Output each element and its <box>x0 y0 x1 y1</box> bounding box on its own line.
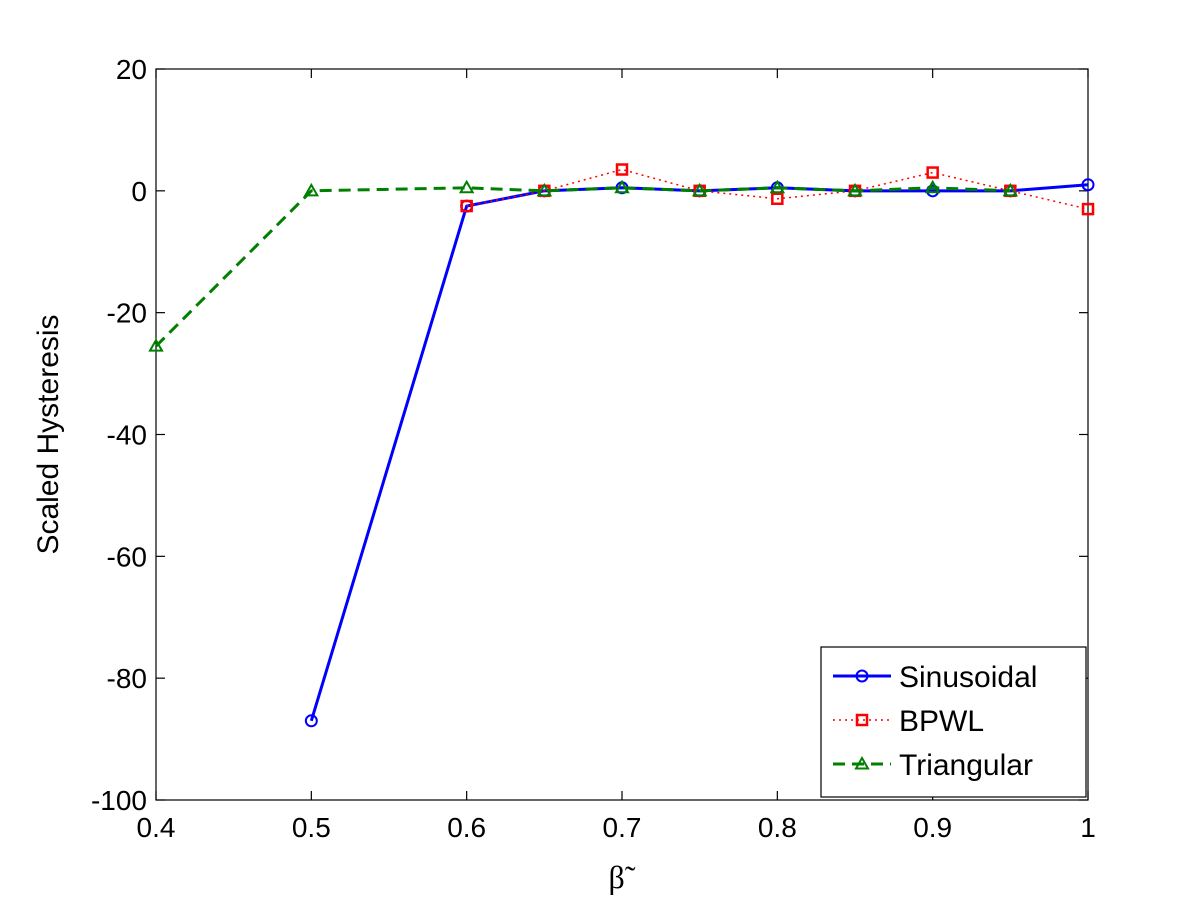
y-axis-title: Scaled Hysteresis <box>32 314 65 554</box>
x-tick-labels: 0.4 0.5 0.6 0.7 0.8 0.9 1 <box>137 812 1096 843</box>
series-line-triangular <box>154 186 1011 348</box>
series-line-bpwl <box>466 168 1089 210</box>
data-point-sinusoidal <box>1081 178 1095 192</box>
data-point-bpwl <box>926 166 939 179</box>
data-point-triangular <box>536 182 553 197</box>
legend-marker-sinusoidal <box>855 669 869 683</box>
y-tick-label: 20 <box>116 54 147 85</box>
legend-label-bpwl: BPWL <box>899 705 984 738</box>
y-tick-labels: 20 0 -20 -40 -60 -80 -100 <box>91 54 147 816</box>
data-point-bpwl <box>460 199 473 213</box>
data-point-bpwl <box>771 192 784 206</box>
data-point-sinusoidal <box>304 714 318 728</box>
legend-marker-bpwl <box>855 713 869 727</box>
y-tick-label: 0 <box>131 176 147 207</box>
series-triangular <box>148 179 1019 352</box>
legend-entry-triangular: Triangular <box>833 749 1033 782</box>
y-tick-label: -100 <box>91 785 147 816</box>
x-tick-label: 0.7 <box>603 812 642 843</box>
x-tick-label: 0.8 <box>758 812 797 843</box>
x-tick-label: 1 <box>1080 812 1096 843</box>
x-tick-label: 0.6 <box>447 812 486 843</box>
data-point-triangular <box>924 179 941 194</box>
y-tick-label: -40 <box>107 420 147 451</box>
data-point-bpwl <box>615 163 629 176</box>
legend: Sinusoidal BPWL Triangular <box>820 646 1087 798</box>
data-point-triangular <box>614 179 630 194</box>
data-point-triangular <box>303 182 320 197</box>
data-point-triangular <box>148 338 164 352</box>
x-axis-title: β˜ <box>609 859 636 895</box>
data-point-triangular <box>847 182 863 197</box>
legend-entry-sinusoidal: Sinusoidal <box>833 661 1037 694</box>
data-point-triangular <box>1002 182 1019 197</box>
legend-entries: Sinusoidal BPWL Triangular <box>833 661 1037 782</box>
y-tick-label: -20 <box>107 298 147 329</box>
y-tick-label: -60 <box>107 541 147 572</box>
data-point-triangular <box>458 179 475 194</box>
y-tick-label: -80 <box>107 663 147 694</box>
x-tick-label: 0.4 <box>137 812 176 843</box>
legend-label-triangular: Triangular <box>899 749 1033 782</box>
data-point-triangular <box>769 179 786 194</box>
legend-label-sinusoidal: Sinusoidal <box>899 661 1037 694</box>
data-point-triangular <box>691 182 708 197</box>
series-layer <box>148 163 1095 728</box>
x-tick-label: 0.9 <box>913 812 952 843</box>
legend-entry-bpwl: BPWL <box>833 705 984 738</box>
x-tick-label: 0.5 <box>292 812 331 843</box>
legend-marker-triangular <box>854 755 870 770</box>
data-point-bpwl <box>1081 202 1095 216</box>
